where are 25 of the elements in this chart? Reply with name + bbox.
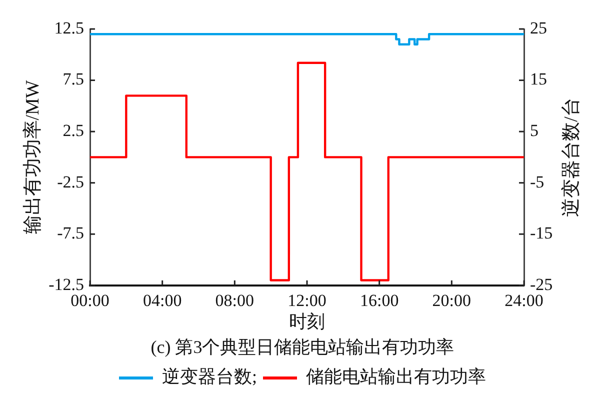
x-axis-title: 时刻 xyxy=(289,311,325,332)
y-tick-label: 2.5 xyxy=(62,121,84,140)
legend-label: 逆变器台数; xyxy=(162,366,258,387)
y2-tick-label: 5 xyxy=(530,121,538,140)
y-tick-label: 7.5 xyxy=(62,70,84,89)
y-axis-title: 输出有功功率/MW xyxy=(21,80,44,234)
x-tick-label: 08:00 xyxy=(215,291,254,310)
y-tick-label: -7.5 xyxy=(57,224,84,243)
legend-label: 储能电站输出有功功率 xyxy=(306,366,486,387)
y-tick-label: -12.5 xyxy=(48,274,84,294)
y2-tick-label: 25 xyxy=(530,18,547,38)
text: (c) 第3个典型日储能电站输出有功功率 xyxy=(150,336,454,357)
y2-tick-label: -5 xyxy=(530,172,544,192)
x-tick-label: 24:00 xyxy=(504,291,544,310)
x-tick-label: 04:00 xyxy=(142,291,182,310)
y-tick-label: -2.5 xyxy=(57,172,84,192)
x-tick-label: 16:00 xyxy=(360,291,399,310)
x-tick-label: 20:00 xyxy=(432,291,472,310)
x-tick-label: 12:00 xyxy=(288,291,326,310)
y2-tick-label: -25 xyxy=(530,274,553,294)
x-tick-label: 00:00 xyxy=(70,291,110,310)
y2-tick-label: 15 xyxy=(530,70,547,89)
y-tick-label: 12.5 xyxy=(54,18,84,38)
y2-axis-title: 逆变器台数/台 xyxy=(560,98,582,217)
y2-tick-label: -15 xyxy=(530,224,553,243)
